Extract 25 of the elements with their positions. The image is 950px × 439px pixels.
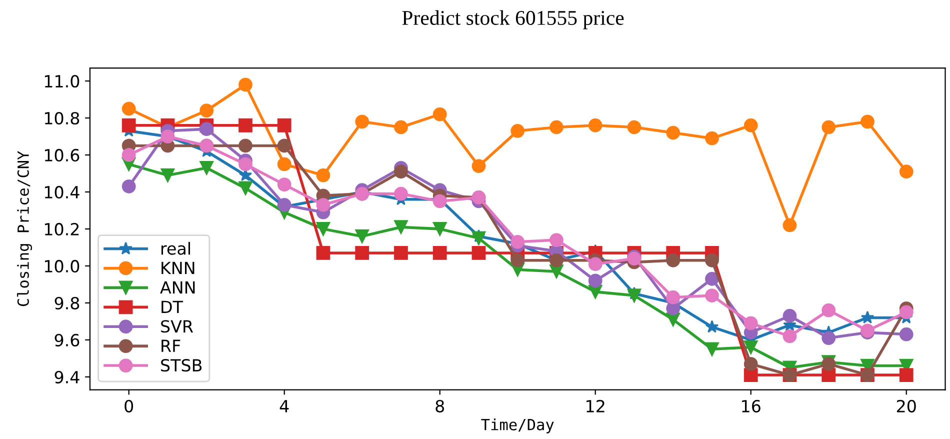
legend-label: RF xyxy=(162,340,180,352)
y-tick-label: 9.8 xyxy=(54,296,80,310)
legend-label: SVR xyxy=(161,320,194,333)
y-tick-label: 10.0 xyxy=(44,260,80,272)
legend-label: DT xyxy=(162,300,184,313)
y-tick-label: 9.4 xyxy=(54,370,80,384)
y-tick-label: 10.2 xyxy=(44,222,79,236)
x-axis-title: Time/Day xyxy=(481,418,554,434)
legend-label: KNN xyxy=(162,262,194,274)
x-tick-label: 4 xyxy=(280,400,289,412)
y-tick-label: 10.8 xyxy=(44,112,80,125)
x-tick-label: 8 xyxy=(436,400,444,412)
legend-label: ANN xyxy=(160,281,195,294)
y-tick-label: 10.4 xyxy=(44,186,80,199)
y-tick-label: 10.6 xyxy=(44,148,80,162)
x-tick-label: 12 xyxy=(586,400,604,412)
legend-label: real xyxy=(161,242,190,255)
y-axis-title: Closing Price/CNY xyxy=(17,151,32,306)
chart-title: Predict stock 601555 price xyxy=(402,10,624,30)
x-tick-label: 0 xyxy=(124,400,134,412)
y-tick-label: 11.0 xyxy=(44,74,80,88)
x-tick-label: 16 xyxy=(742,400,760,412)
x-tick-label: 20 xyxy=(896,400,916,412)
legend-label: STSB xyxy=(161,358,202,372)
y-tick-label: 9.6 xyxy=(54,334,80,346)
